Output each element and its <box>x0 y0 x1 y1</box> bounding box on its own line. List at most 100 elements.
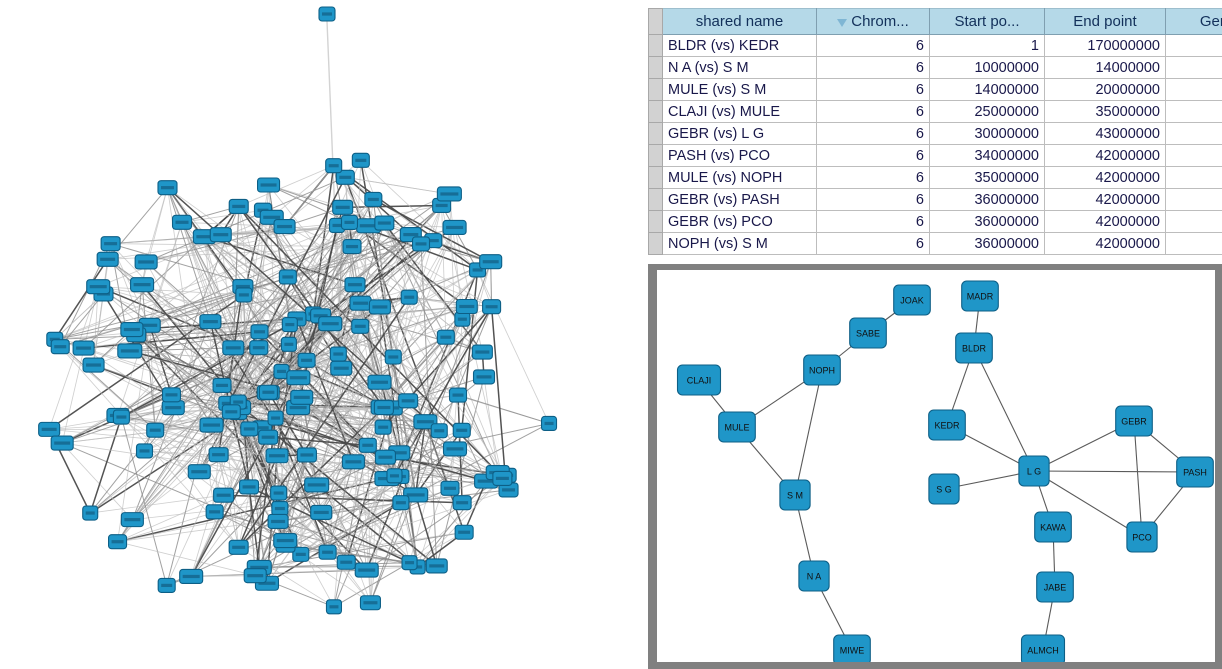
table-row[interactable]: MULE (vs) NOPH6350000004200000010.5 <box>648 166 1222 189</box>
subnetwork-node[interactable]: BLDR <box>955 332 993 364</box>
network-node[interactable] <box>351 152 370 168</box>
table-cell-end-point[interactable]: 170000000 <box>1044 34 1166 57</box>
subnetwork-edge[interactable] <box>1033 470 1196 473</box>
table-row[interactable]: MULE (vs) S M614000000200000007.5 <box>648 78 1222 101</box>
network-node[interactable] <box>82 357 105 373</box>
subnetwork-node[interactable]: S M <box>779 479 811 511</box>
table-cell-genetic[interactable]: 9.9 <box>1165 232 1222 255</box>
network-node[interactable] <box>411 236 431 252</box>
network-node[interactable] <box>472 369 496 385</box>
node-shape[interactable] <box>1115 405 1153 437</box>
table-row[interactable]: CLAJI (vs) MULE625000000350000005.9 <box>648 100 1222 123</box>
network-node[interactable] <box>50 339 70 355</box>
network-node[interactable] <box>273 533 298 549</box>
table-cell-genetic[interactable]: 7.5 <box>1165 78 1222 101</box>
network-node[interactable] <box>296 447 317 463</box>
node-shape[interactable] <box>1126 521 1158 553</box>
network-node[interactable] <box>50 435 74 451</box>
network-node[interactable] <box>240 421 259 437</box>
row-gutter-cell[interactable] <box>648 188 663 211</box>
network-node[interactable] <box>325 599 343 615</box>
table-cell-end-point[interactable]: 42000000 <box>1044 166 1166 189</box>
table-cell-genetic[interactable]: 192.0 <box>1165 34 1222 57</box>
network-node[interactable] <box>249 340 269 356</box>
full-network-nodes[interactable] <box>38 6 558 615</box>
table-body[interactable]: BLDR (vs) KEDR61170000000192.0N A (vs) S… <box>648 34 1222 255</box>
network-node[interactable] <box>134 254 158 270</box>
shared-interaction-table[interactable]: shared name Chrom... Start po... End poi… <box>648 8 1222 255</box>
table-cell-start-point[interactable]: 1 <box>929 34 1045 57</box>
network-node[interactable] <box>120 321 144 338</box>
network-node[interactable] <box>257 177 281 193</box>
network-node[interactable] <box>436 329 455 345</box>
column-header-genetic[interactable]: Genetic... <box>1165 8 1222 35</box>
full-network-canvas[interactable] <box>0 0 648 669</box>
table-row[interactable]: BLDR (vs) KEDR61170000000192.0 <box>648 34 1222 57</box>
network-node[interactable] <box>297 352 316 368</box>
table-row[interactable]: N A (vs) S M610000000140000006.6 <box>648 56 1222 79</box>
table-cell-start-point[interactable]: 34000000 <box>929 144 1045 167</box>
network-node[interactable] <box>425 558 448 574</box>
network-node[interactable] <box>286 370 311 386</box>
table-cell-start-point[interactable]: 36000000 <box>929 210 1045 233</box>
table-cell-chrom[interactable]: 6 <box>816 166 930 189</box>
network-node[interactable] <box>82 505 99 521</box>
network-node[interactable] <box>72 340 95 356</box>
network-node[interactable] <box>278 269 297 285</box>
network-node[interactable] <box>452 422 471 438</box>
subnetwork-node[interactable]: S G <box>928 473 960 505</box>
network-node[interactable] <box>374 419 392 435</box>
network-node[interactable] <box>373 399 394 416</box>
table-cell-chrom[interactable]: 6 <box>816 188 930 211</box>
node-shape[interactable] <box>1036 571 1074 603</box>
network-node[interactable] <box>374 449 396 465</box>
network-node[interactable] <box>332 199 354 215</box>
network-node[interactable] <box>304 477 330 493</box>
row-gutter-cell[interactable] <box>648 166 663 189</box>
network-node[interactable] <box>271 500 289 517</box>
network-node[interactable] <box>112 409 130 425</box>
table-cell-genetic[interactable]: 8.4 <box>1165 210 1222 233</box>
network-node[interactable] <box>471 344 493 360</box>
network-node[interactable] <box>442 441 468 457</box>
network-node[interactable] <box>157 180 178 196</box>
table-cell-start-point[interactable]: 30000000 <box>929 122 1045 145</box>
network-node[interactable] <box>351 318 370 334</box>
table-cell-end-point[interactable]: 42000000 <box>1044 210 1166 233</box>
table-row[interactable]: GEBR (vs) PASH636000000420000008.9 <box>648 188 1222 211</box>
subnetwork-edge[interactable] <box>794 369 823 496</box>
network-node[interactable] <box>222 340 245 356</box>
node-shape[interactable] <box>798 560 830 592</box>
node-shape[interactable] <box>1034 511 1072 543</box>
network-node[interactable] <box>209 227 232 243</box>
network-node[interactable] <box>455 298 478 315</box>
subnetwork-node[interactable]: KEDR <box>928 409 966 441</box>
network-node[interactable] <box>354 562 379 578</box>
network-node[interactable] <box>340 214 359 230</box>
network-node[interactable] <box>38 421 61 437</box>
table-cell-chrom[interactable]: 6 <box>816 232 930 255</box>
column-header-shared-name[interactable]: shared name <box>662 8 817 35</box>
subnetwork-node[interactable]: SABE <box>849 317 887 349</box>
table-cell-start-point[interactable]: 10000000 <box>929 56 1045 79</box>
network-node[interactable] <box>221 404 241 420</box>
network-node[interactable] <box>100 236 121 252</box>
network-node[interactable] <box>368 299 391 315</box>
network-node[interactable] <box>454 311 471 327</box>
network-node[interactable] <box>96 251 119 267</box>
network-node[interactable] <box>161 400 185 416</box>
subnetwork-node[interactable]: ALMCH <box>1020 634 1066 662</box>
network-node[interactable] <box>171 214 193 230</box>
node-shape[interactable] <box>1020 634 1066 662</box>
table-cell-chrom[interactable]: 6 <box>816 78 930 101</box>
network-node[interactable] <box>367 374 392 390</box>
subnetwork-node[interactable]: PCO <box>1126 521 1158 553</box>
table-cell-start-point[interactable]: 35000000 <box>929 166 1045 189</box>
node-shape[interactable] <box>849 317 887 349</box>
subnetwork-node[interactable]: MIWE <box>833 634 871 662</box>
network-node[interactable] <box>349 295 372 311</box>
table-cell-chrom[interactable]: 6 <box>816 56 930 79</box>
network-node[interactable] <box>318 6 336 22</box>
subnetwork-node[interactable]: MULE <box>718 411 756 443</box>
